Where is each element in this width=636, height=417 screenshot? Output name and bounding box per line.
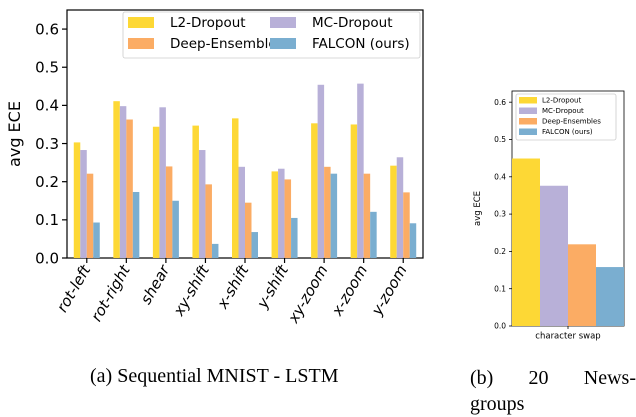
legend-label: L2-Dropout: [542, 97, 581, 105]
bar: [390, 165, 397, 258]
y-tick-label: 0.1: [494, 284, 506, 293]
legend-swatch: [519, 128, 537, 135]
legend-swatch: [519, 118, 537, 125]
legend-swatch: [519, 97, 537, 104]
bar: [152, 126, 160, 259]
y-tick-label: 0.6: [494, 98, 506, 107]
x-tick-label: y-shift: [253, 261, 293, 312]
x-tick-label: rot-left: [53, 261, 95, 315]
bar: [330, 173, 338, 258]
bar: [357, 83, 364, 258]
bar: [126, 119, 133, 258]
bar: [284, 179, 292, 258]
legend-label: FALCON (ours): [312, 36, 410, 52]
bar: [311, 123, 318, 258]
bar: [165, 166, 173, 258]
x-tick-label: xy-shift: [169, 261, 213, 320]
x-tick-label: rot-right: [87, 261, 134, 325]
bar: [245, 202, 252, 258]
legend-label: MC-Dropout: [312, 15, 393, 31]
bar: [205, 184, 212, 258]
bar: [291, 217, 298, 258]
bar: [93, 222, 100, 258]
bar: [238, 166, 245, 258]
bar: [119, 106, 127, 258]
x-tick-label: shear: [137, 261, 174, 307]
bar: [232, 118, 239, 258]
bar: [324, 166, 331, 258]
bar: [409, 223, 417, 258]
y-tick-label: 0.5: [35, 58, 59, 76]
bar: [370, 211, 377, 258]
legend-label: Deep-Ensembles: [542, 118, 601, 126]
caption-a: (a) Sequential MNIST - LSTM: [90, 365, 339, 387]
bar: [596, 267, 624, 326]
legend-label: Deep-Ensembles: [170, 36, 284, 52]
y-tick-label: 0.3: [494, 210, 506, 219]
y-tick-label: 0.0: [35, 249, 59, 267]
legend-label: MC-Dropout: [542, 107, 584, 115]
x-tick-label: character swap: [535, 332, 600, 342]
bar: [132, 191, 140, 258]
y-tick-label: 0.4: [35, 97, 59, 115]
y-axis-label: avg ECE: [473, 191, 483, 226]
caption-b-part: News-: [583, 367, 636, 389]
y-tick-label: 0.0: [494, 322, 506, 331]
bar: [568, 244, 596, 326]
chart-sequential-mnist: 0.0 0.1 0.2 0.3 0.4 0.5 0.6 avg ECE rot-leftrot-…: [5, 9, 424, 327]
y-tick-label: 0.3: [35, 135, 59, 153]
x-tick-label: x-zoom: [327, 262, 371, 320]
bar: [159, 107, 166, 259]
caption-b-part: (b): [470, 367, 494, 389]
caption-b: (b) 20 News- groups: [470, 365, 636, 417]
bar: [396, 157, 404, 258]
bar: [363, 173, 371, 258]
bar: [540, 185, 568, 326]
y-tick-label: 0.2: [35, 173, 59, 191]
x-tick-label: x-shift: [213, 261, 253, 312]
legend-label: FALCON (ours): [542, 128, 593, 136]
bar: [211, 243, 219, 258]
bar: [512, 158, 540, 326]
legend-label: L2-Dropout: [170, 15, 246, 31]
caption-b-line2: groups: [470, 393, 525, 415]
legend-swatch: [128, 17, 154, 28]
y-tick-label: 0.2: [494, 247, 506, 256]
bar: [80, 150, 87, 258]
caption-b-line1: (b) 20 News-: [470, 365, 636, 391]
bar: [403, 192, 410, 258]
bar: [251, 232, 258, 258]
legend-box: [122, 11, 421, 59]
caption-b-part: 20: [528, 367, 549, 389]
bar: [192, 125, 199, 258]
bar: [198, 150, 206, 258]
bar: [271, 171, 279, 258]
legend-box: [515, 93, 617, 141]
y-axis-label: avg ECE: [5, 101, 24, 167]
bar: [73, 142, 81, 258]
y-tick-label: 0.6: [35, 20, 59, 38]
bar: [86, 173, 94, 258]
bar: [350, 124, 358, 258]
bar: [317, 84, 325, 258]
y-tick-label: 0.5: [494, 135, 506, 144]
legend-swatch: [270, 38, 296, 49]
chart-20-newsgroups: 0.0 0.1 0.2 0.3 0.4 0.5 0.6 avg ECE character sw…: [473, 90, 625, 342]
legend-swatch: [128, 38, 154, 49]
legend-swatch: [519, 107, 537, 114]
x-tick-label: y-zoom: [367, 262, 410, 319]
y-tick-label: 0.4: [494, 172, 506, 181]
bar: [278, 168, 285, 258]
bar: [172, 200, 179, 258]
bar: [113, 101, 120, 259]
legend-swatch: [270, 17, 296, 28]
y-tick-label: 0.1: [35, 211, 59, 229]
